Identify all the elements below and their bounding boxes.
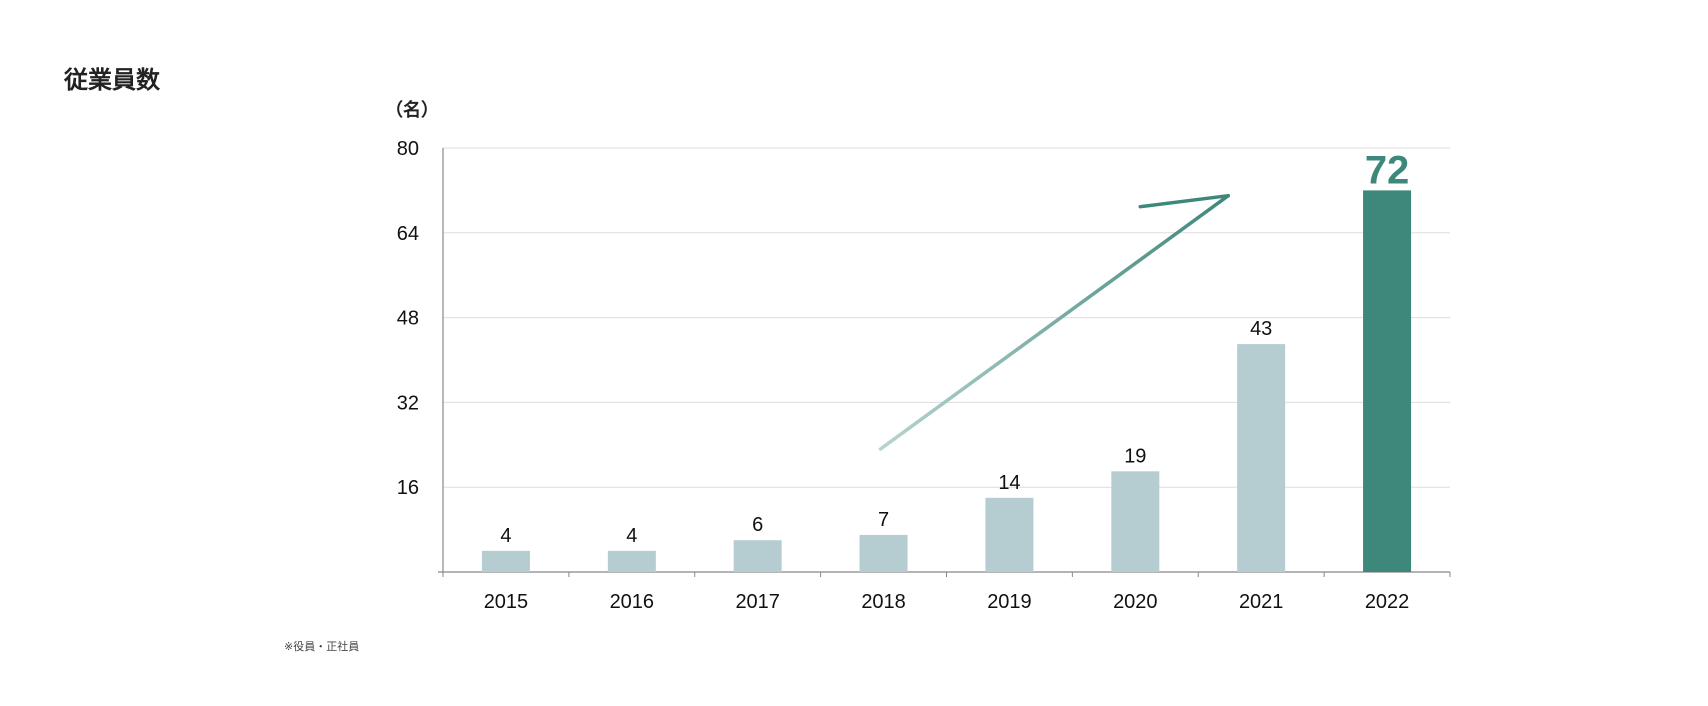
footnote: ※役員・正社員 [284,640,360,653]
trend-arrow [878,193,1230,451]
data-label-2020: 19 [1124,445,1146,467]
x-tick-label-2017: 2017 [735,591,780,613]
x-tick-label-2020: 2020 [1113,591,1158,613]
grid-lines [443,147,1450,488]
data-label-2022: 72 [1365,148,1410,192]
bar-2022 [1363,190,1412,572]
x-tick-label-2016: 2016 [610,591,655,613]
bar-2019 [985,497,1034,572]
bar-2018 [859,534,908,572]
data-label-2018: 7 [878,509,889,531]
bar-2021 [1237,344,1286,572]
x-tick-label-2018: 2018 [861,591,906,613]
x-tick-label-2022: 2022 [1365,591,1410,613]
y-tick-label-80: 80 [397,138,419,160]
data-label-2019: 14 [998,472,1020,494]
data-label-2021: 43 [1250,318,1272,340]
data-labels: 4 4 6 7 14 19 43 72 [500,148,1409,546]
bar-2017 [733,540,782,572]
y-tick-label-32: 32 [397,392,419,414]
y-axis-unit-label: （名） [385,99,439,120]
bar-2016 [607,550,656,572]
y-tick-label-64: 64 [397,223,419,245]
bar-2015 [481,550,530,572]
page-title: 従業員数 [64,66,160,94]
y-tick-label-16: 16 [397,477,419,499]
bar-2020 [1111,471,1160,572]
x-tick-label-2015: 2015 [484,591,529,613]
trend-arrow-head [1138,193,1230,209]
data-label-2015: 4 [500,525,511,547]
bars [481,190,1412,572]
x-tick-label-2019: 2019 [987,591,1032,613]
trend-arrow-shaft [878,193,1230,451]
data-label-2016: 4 [626,525,637,547]
x-tick-label-2021: 2021 [1239,591,1284,613]
y-tick-label-48: 48 [397,308,419,330]
data-label-2017: 6 [752,514,763,536]
